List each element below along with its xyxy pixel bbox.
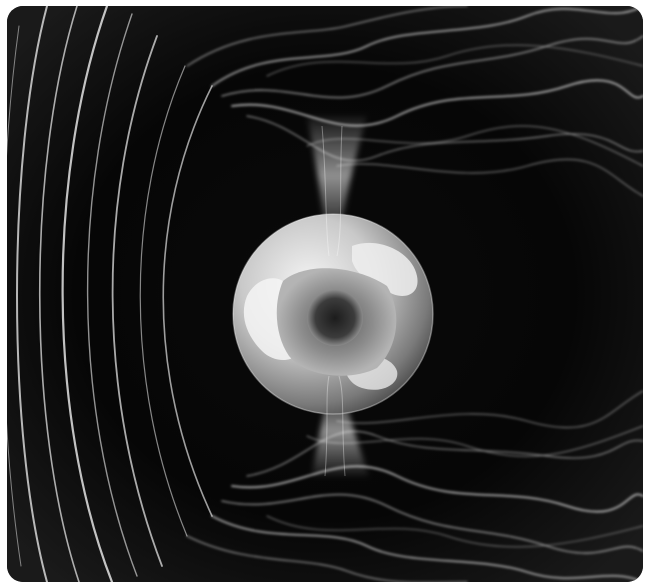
continent-shape <box>352 242 418 296</box>
earth-globe <box>232 213 434 415</box>
dayside-field-lines <box>7 6 213 582</box>
lower-tail-field-lines <box>186 390 643 582</box>
earth-core <box>307 290 363 346</box>
image-frame <box>7 6 643 582</box>
magnetosphere-illustration <box>7 6 643 582</box>
inner-field-strands <box>321 125 346 477</box>
